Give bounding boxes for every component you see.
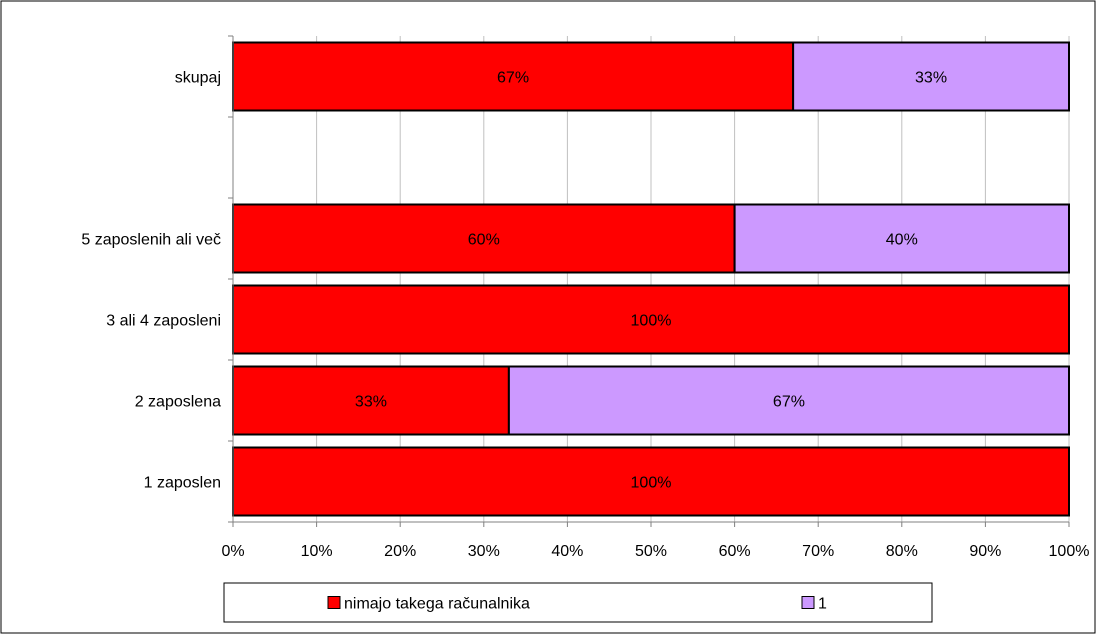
data-label: 67%: [497, 70, 529, 87]
x-tick-label: 20%: [384, 543, 416, 560]
bar-segment: [792, 41, 1070, 112]
bars: 67% 33% 60% 40% 100% 33% 67% 100%: [232, 41, 1070, 517]
legend: nimajo takega računalnika 1: [223, 582, 933, 623]
bar-segment: [232, 365, 510, 436]
data-label: 33%: [355, 394, 387, 411]
x-tick-label: 50%: [635, 543, 667, 560]
category-label: 2 zaposlena: [135, 394, 221, 411]
x-tick-label: 80%: [886, 543, 918, 560]
x-tick-label: 70%: [802, 543, 834, 560]
legend-swatch: [801, 596, 815, 609]
bar-segment: [232, 446, 1070, 517]
bar-segment: [232, 41, 795, 112]
x-tick-label: 40%: [551, 543, 583, 560]
axes: 0% 10% 20% 30% 40% 50% 60% 70% 80% 90% 100% skupaj 5…: [81, 35, 1090, 560]
legend-label: 1: [818, 596, 827, 613]
data-label: 67%: [773, 394, 805, 411]
bar-segment: [733, 203, 1070, 274]
bar-segment: [507, 365, 1070, 436]
category-label: 1 zaposlen: [144, 475, 221, 492]
category-label: 5 zaposlenih ali več: [81, 232, 221, 249]
data-label: 33%: [915, 70, 947, 87]
legend-label: nimajo takega računalnika: [344, 596, 530, 613]
category-label: skupaj: [175, 70, 221, 87]
data-label: 40%: [886, 232, 918, 249]
bar-segment: [232, 284, 1070, 355]
data-label: 100%: [631, 475, 672, 492]
category-label: 3 ali 4 zaposleni: [106, 313, 221, 330]
x-tick-label: 60%: [719, 543, 751, 560]
x-tick-label: 100%: [1049, 543, 1090, 560]
x-tick-label: 30%: [468, 543, 500, 560]
data-label: 100%: [631, 313, 672, 330]
x-tick-label: 10%: [301, 543, 333, 560]
x-tick-label: 90%: [969, 543, 1001, 560]
data-label: 60%: [468, 232, 500, 249]
x-tick-label: 0%: [221, 543, 244, 560]
legend-swatch: [327, 596, 341, 609]
